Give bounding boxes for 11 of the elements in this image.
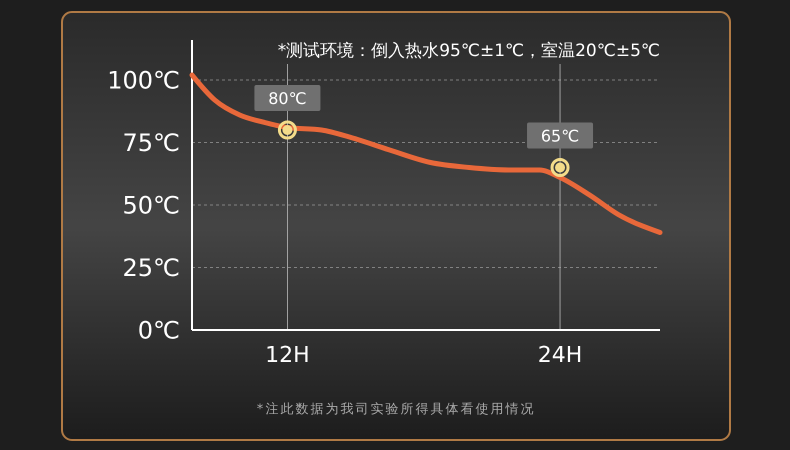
annotation: *测试环境：倒入热水95℃±1℃，室温20℃±5℃ xyxy=(278,41,660,61)
y-tick-label: 25℃ xyxy=(122,254,180,282)
y-tick-label: 100℃ xyxy=(107,66,180,94)
x-tick-label: 12H xyxy=(265,343,310,368)
text: *注此数据为我司实验所得具体看使用情况 xyxy=(256,402,536,417)
data-label: 80℃ xyxy=(268,89,307,108)
y-tick-label: 50℃ xyxy=(122,191,180,220)
y-tick-label: 75℃ xyxy=(122,128,180,157)
data-label: 65℃ xyxy=(540,126,580,146)
y-tick-label: 0℃ xyxy=(138,316,180,344)
x-tick-label: 24H xyxy=(538,343,582,368)
